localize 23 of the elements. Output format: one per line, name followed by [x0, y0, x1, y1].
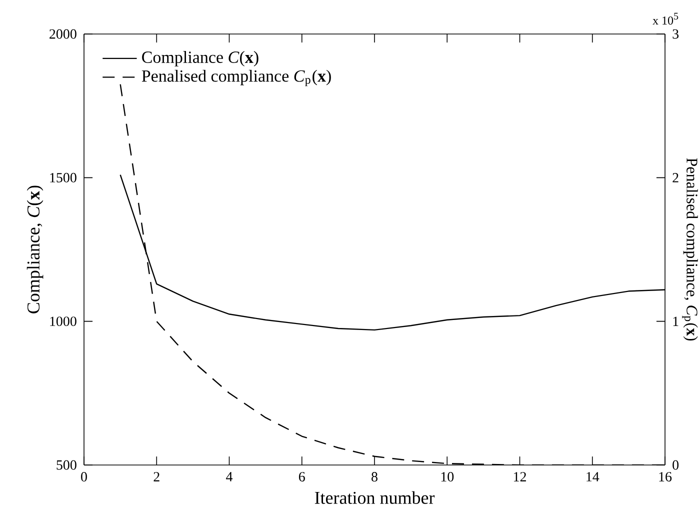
x-axis-title: Iteration number — [314, 491, 435, 504]
y-tick-label: 1000 — [50, 316, 76, 326]
y-axis-title: Compliance, C(x) — [26, 186, 44, 314]
x-tick-label: 10 — [441, 472, 454, 482]
x-tick-label: 6 — [298, 472, 305, 482]
y2-tick-label: 1 — [673, 316, 678, 326]
x-tick-label: 2 — [154, 472, 160, 482]
legend-label: Compliance C(x) — [142, 51, 258, 66]
x-tick-label: 0 — [81, 472, 87, 482]
y-tick-label: 1500 — [50, 172, 76, 182]
y-tick-label: 500 — [56, 460, 76, 470]
x-tick-label: 12 — [514, 472, 526, 482]
legend-label: Penalised compliance C$_{p}$(x) — [142, 70, 331, 86]
x-tick-label: 8 — [372, 472, 378, 482]
y2-tick-label: 2 — [672, 173, 678, 182]
text: x 10$^{5}$ — [652, 12, 678, 25]
y-tick-label: 2000 — [50, 29, 76, 39]
x-tick-label: 14 — [586, 472, 600, 482]
y2-axis-title: Penalised compliance, C$_{p}$(x) — [682, 158, 698, 341]
y2-tick-label: 3 — [672, 29, 679, 39]
x-tick-label: 4 — [226, 472, 233, 482]
y2-tick-label: 0 — [672, 460, 679, 470]
x-tick-label: 16 — [659, 472, 672, 482]
